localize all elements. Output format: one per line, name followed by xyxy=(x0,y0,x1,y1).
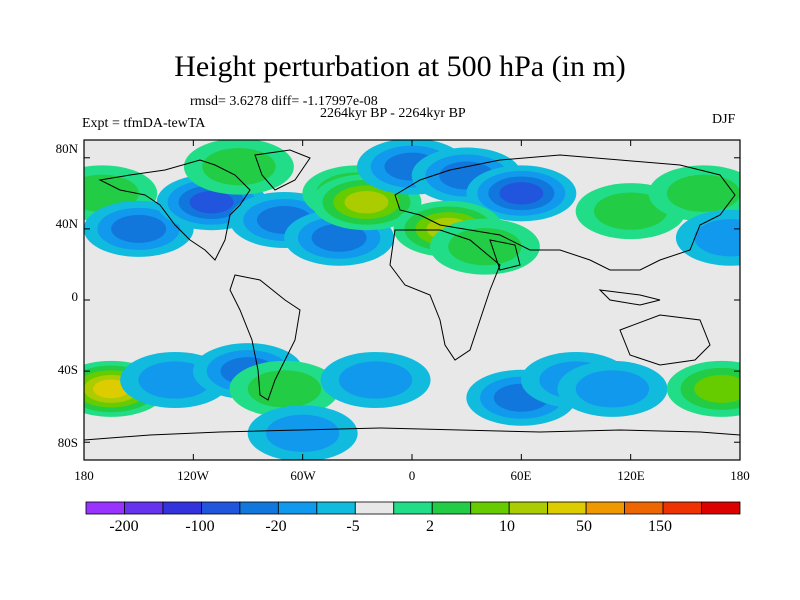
colorbar-swatch xyxy=(624,501,664,515)
contour-band xyxy=(448,228,522,266)
contour-band xyxy=(111,214,167,243)
experiment-label: Expt = tfmDA-tewTA xyxy=(82,116,206,131)
field-region xyxy=(648,165,740,222)
colorbar xyxy=(85,501,741,515)
colorbar-label-6: 50 xyxy=(576,518,592,535)
colorbar-label-4: 2 xyxy=(426,518,434,535)
contour-field xyxy=(84,140,740,460)
lat-tick-40s: 40S xyxy=(57,362,78,377)
colorbar-swatch xyxy=(662,501,702,515)
contour-band xyxy=(499,182,544,205)
period-label: 2264kyr BP - 2264kyr BP xyxy=(320,106,466,121)
lon-tick-180e: 180 xyxy=(730,468,750,483)
colorbar-swatch xyxy=(201,501,241,515)
colorbar-label-2: -20 xyxy=(265,518,287,535)
contour-band xyxy=(247,370,322,408)
coastlines xyxy=(84,149,740,441)
contour-band xyxy=(694,219,740,257)
contour-band xyxy=(93,379,130,399)
field-region xyxy=(666,360,740,417)
contour-band xyxy=(202,148,276,186)
colorbar-swatch xyxy=(354,501,395,515)
contour-band xyxy=(594,192,668,230)
colorbar-swatch xyxy=(393,501,433,515)
colorbar-label-7: 150 xyxy=(648,518,672,535)
colorbar-swatch xyxy=(85,501,125,515)
contour-band xyxy=(694,374,740,403)
lon-tick-60w: 60W xyxy=(290,468,316,483)
colorbar-swatch xyxy=(470,501,510,515)
lat-tick-40n: 40N xyxy=(55,216,78,231)
colorbar-label-5: 10 xyxy=(499,518,515,535)
stats-label: rmsd= 3.6278 diff= -1.17997e-08 xyxy=(190,94,378,109)
field-region xyxy=(247,405,358,460)
colorbar-label-3: -5 xyxy=(346,518,360,535)
contour-band xyxy=(266,414,340,453)
colorbar-swatch xyxy=(239,501,279,515)
contour-band xyxy=(189,191,234,214)
lon-tick-0: 0 xyxy=(408,468,416,483)
lat-tick-80n: 80N xyxy=(55,141,78,156)
colorbar-label-0: -200 xyxy=(109,518,139,535)
colorbar-swatch xyxy=(162,501,202,515)
colorbar-swatch xyxy=(701,501,741,515)
contour-band xyxy=(575,370,650,408)
season-label: DJF xyxy=(712,112,736,127)
lat-tick-0: 0 xyxy=(71,289,79,304)
colorbar-swatch xyxy=(277,501,318,515)
contour-band xyxy=(344,191,389,214)
colorbar-swatch xyxy=(124,501,164,515)
field-region xyxy=(229,360,340,417)
field-region xyxy=(320,352,431,408)
colorbar-swatch xyxy=(508,501,549,515)
colorbar-swatch xyxy=(547,501,587,515)
lon-tick-60e: 60E xyxy=(510,468,532,483)
lat-tick-80s: 80S xyxy=(57,435,78,450)
contour-band xyxy=(666,174,740,212)
field-region xyxy=(429,218,540,275)
lon-tick-120e: 120E xyxy=(617,468,645,483)
lon-tick-120w: 120W xyxy=(177,468,209,483)
axis-ticks xyxy=(83,140,741,460)
field-region xyxy=(675,209,740,266)
field-region xyxy=(557,360,668,417)
field-region xyxy=(466,165,577,222)
lon-tick-180w: 180 xyxy=(74,468,94,483)
field-region xyxy=(183,140,294,195)
colorbar-swatch xyxy=(431,501,472,515)
contour-band xyxy=(311,223,367,252)
chart-title: Height perturbation at 500 hPa (in m) xyxy=(174,50,626,83)
colorbar-label-1: -100 xyxy=(185,518,215,535)
colorbar-swatch xyxy=(585,501,625,515)
contour-band xyxy=(338,361,413,399)
colorbar-swatch xyxy=(316,501,356,515)
